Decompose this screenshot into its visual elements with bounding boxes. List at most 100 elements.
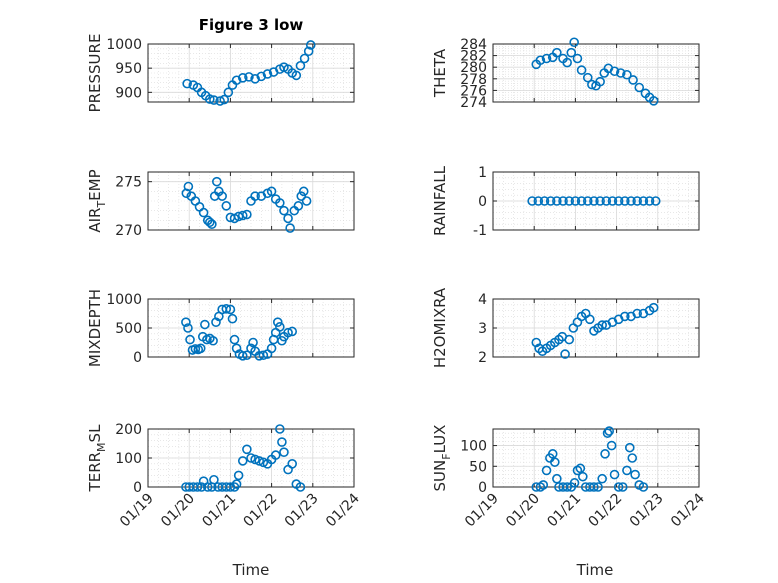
data-point	[533, 196, 544, 206]
data-point	[538, 480, 549, 490]
data-point	[250, 191, 260, 201]
y-tick-label: 0	[478, 480, 487, 496]
subplot-h2omixra: 2 3 4 H2OMIXRA	[431, 287, 700, 368]
data-point	[212, 176, 222, 187]
data-point	[582, 196, 593, 206]
data-point	[250, 74, 260, 84]
data-point	[552, 47, 562, 58]
data-point	[209, 474, 219, 485]
data-point	[215, 96, 225, 106]
data-point	[254, 456, 265, 466]
data-point	[622, 465, 632, 476]
data-point	[285, 223, 295, 233]
data-point	[225, 304, 236, 315]
data-point	[545, 196, 556, 206]
data-point	[192, 482, 203, 492]
data-point	[258, 457, 269, 468]
data-point	[613, 482, 624, 492]
data-point	[602, 428, 613, 438]
y-axis-label-subscript: T	[95, 201, 108, 209]
data-point	[242, 209, 252, 220]
data-point	[277, 437, 287, 447]
y-tick-label: 270	[115, 223, 142, 239]
data-point	[564, 334, 575, 345]
data-point	[275, 424, 285, 434]
y-axis-label-subscript: F	[440, 453, 453, 459]
x-tick-label: 01/21	[199, 491, 239, 531]
y-tick-label: 280	[460, 60, 487, 76]
data-point	[620, 311, 630, 322]
data-point	[595, 76, 605, 87]
x-tick-label: 01/24	[668, 490, 708, 530]
data-point	[597, 320, 607, 330]
data-point	[181, 317, 191, 328]
data-point	[262, 69, 273, 79]
data-point	[299, 53, 310, 64]
data-point	[576, 196, 587, 206]
y-tick-label: 950	[115, 61, 142, 77]
y-tick-label: 275	[115, 175, 142, 191]
data-point	[541, 465, 552, 476]
data-point	[266, 186, 277, 197]
y-axis-label-tail: SL	[86, 424, 104, 443]
y-tick-label: 50	[469, 459, 487, 475]
data-point	[237, 456, 248, 466]
data-point	[237, 351, 248, 361]
data-point	[221, 304, 232, 314]
data-point	[298, 186, 309, 197]
data-point	[558, 196, 568, 206]
subplot-sun: 01/19 01/20 01/21 01/22 01/23 01/24 0 50 100 SUNF…	[431, 425, 708, 531]
y-axis-label: H2OMIXRA	[431, 287, 449, 368]
data-point	[644, 196, 655, 206]
y-axis-label: PRESSURE	[86, 34, 104, 113]
data-point	[305, 40, 316, 50]
data-point	[295, 60, 306, 71]
y-tick-label: 0	[133, 350, 142, 366]
data-point	[248, 337, 258, 348]
data-point	[296, 191, 307, 201]
axes-frame	[492, 428, 700, 488]
data-point	[597, 473, 607, 484]
data-point	[207, 219, 217, 229]
data-point	[549, 457, 560, 467]
data-point	[601, 196, 612, 206]
x-axis-label-left: Time	[232, 561, 270, 579]
y-tick-label: 500	[115, 321, 142, 337]
y-tick-label: 200	[115, 422, 142, 438]
y-tick-label: 1	[478, 165, 487, 181]
data-point	[560, 349, 570, 359]
y-tick-label: 1000	[106, 292, 142, 308]
data-point	[231, 479, 242, 489]
subplot-terr: 01/19 01/20 01/21 01/22 01/23 01/24 0 100 200 TER…	[86, 422, 363, 530]
x-tick-label: 01/22	[241, 491, 281, 531]
y-axis-label-tail: EMP	[86, 169, 104, 200]
data-point	[195, 343, 206, 354]
y-axis-label: SUNFLUX	[431, 425, 453, 492]
y-tick-label: 100	[460, 439, 487, 455]
data-point	[578, 471, 588, 482]
data-point	[587, 79, 597, 90]
data-point	[185, 334, 195, 345]
data-point	[266, 343, 277, 354]
data-point	[272, 317, 283, 328]
data-point	[233, 470, 244, 481]
data-point	[638, 196, 649, 206]
data-point	[648, 96, 659, 106]
data-point	[609, 66, 620, 77]
data-point	[198, 207, 209, 218]
data-point	[609, 469, 620, 480]
data-point	[250, 454, 260, 465]
y-tick-label: 0	[478, 194, 487, 210]
y-axis-label: AIRTEMP	[86, 169, 108, 232]
data-point	[183, 323, 193, 333]
data-point	[589, 196, 599, 206]
data-point	[632, 308, 643, 319]
data-point	[229, 334, 240, 345]
data-point	[582, 72, 593, 83]
y-tick-label: 284	[460, 37, 487, 53]
x-tick-label: 01/23	[282, 491, 322, 531]
y-axis-label-subscript: M	[95, 442, 108, 452]
data-point	[626, 196, 636, 206]
data-point	[242, 444, 252, 455]
